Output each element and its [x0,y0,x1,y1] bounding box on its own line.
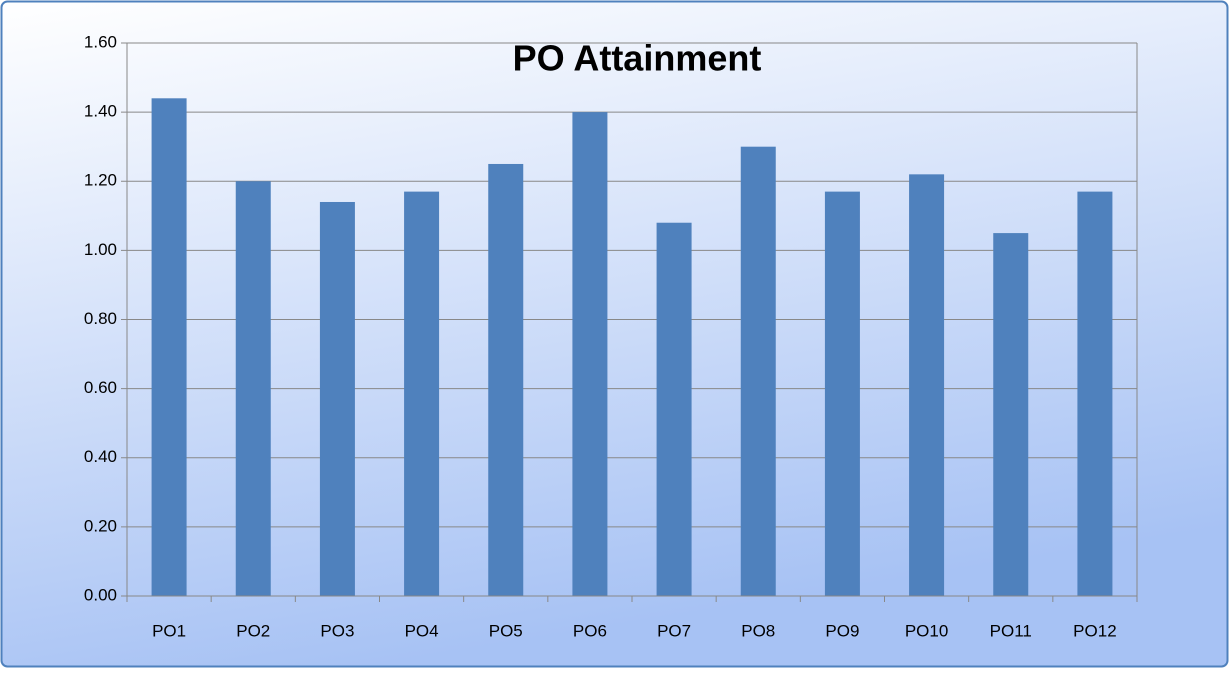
x-tick-label: PO5 [489,621,523,640]
x-tick-label: PO9 [825,621,859,640]
bar [740,146,776,596]
y-tick-label: 1.00 [84,240,117,259]
x-tick-label: PO6 [573,621,607,640]
bar [909,174,945,596]
x-tick-label: PO1 [152,621,186,640]
x-tick-label: PO2 [236,621,270,640]
x-tick-label: PO4 [405,621,439,640]
x-tick-label: PO10 [905,621,948,640]
y-tick-label: 0.40 [84,447,117,466]
x-tick-label: PO8 [741,621,775,640]
bar [1077,191,1113,596]
bar [488,163,524,596]
bar [151,98,187,597]
y-tick-label: 0.60 [84,378,117,397]
y-tick-label: 0.00 [84,585,117,604]
y-tick-label: 1.60 [84,32,117,51]
bar [824,191,860,596]
bar [993,233,1029,596]
bar [572,112,608,596]
bar [319,201,355,597]
x-tick-label: PO3 [320,621,354,640]
y-tick-label: 0.80 [84,309,117,328]
y-tick-label: 0.20 [84,516,117,535]
x-tick-label: PO12 [1073,621,1116,640]
y-tick-label: 1.20 [84,171,117,190]
x-tick-label: PO11 [990,621,1032,640]
chart-title: PO Attainment [513,38,762,79]
bar [404,191,440,596]
y-tick-label: 1.40 [84,102,117,121]
bar [656,222,692,596]
bar [235,181,271,596]
x-tick-label: PO7 [657,621,691,640]
